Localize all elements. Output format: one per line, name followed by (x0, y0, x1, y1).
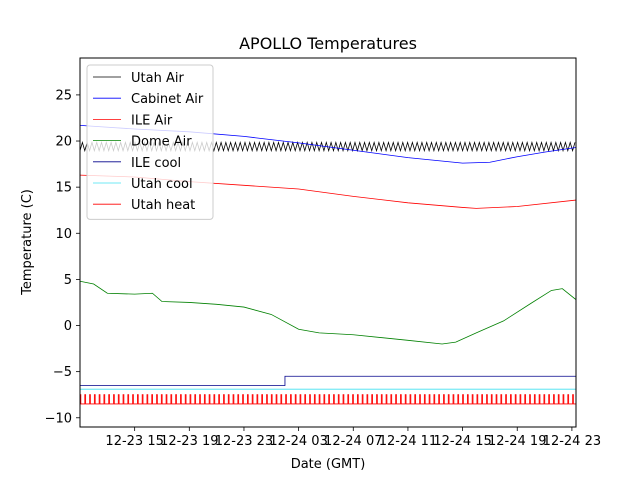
x-axis-label: Date (GMT) (291, 457, 366, 472)
x-tick-label: 12-24 23 (543, 434, 601, 449)
y-tick-label: 15 (55, 181, 72, 196)
axes-frame (79, 57, 577, 428)
legend-label-utah-cool: Utah cool (131, 177, 193, 192)
legend-label-cabinet-air: Cabinet Air (131, 92, 204, 107)
series-dome-air (80, 280, 576, 345)
y-axis-ticks: −10 −5 0 5 10 15 20 25 (45, 88, 80, 426)
x-tick-label: 12-24 11 (379, 434, 437, 449)
x-tick-label: 12-24 07 (324, 434, 382, 449)
x-tick-label: 12-23 15 (105, 434, 163, 449)
x-tick-label: 12-24 03 (269, 434, 327, 449)
legend: Utah Air Cabinet Air ILE Air Dome Air ILE co… (86, 64, 214, 220)
x-tick-label: 12-23 23 (215, 434, 273, 449)
x-tick-label: 12-23 19 (160, 434, 218, 449)
legend-label-utah-heat: Utah heat (131, 198, 195, 213)
x-tick-label: 12-24 19 (488, 434, 546, 449)
legend-label-ile-cool: ILE cool (131, 156, 181, 171)
y-tick-label: 20 (55, 135, 72, 150)
legend-label-dome-air: Dome Air (131, 135, 192, 150)
y-tick-label: 0 (64, 319, 72, 334)
y-axis-label: Temperature (C) (20, 189, 35, 296)
y-tick-label: −5 (53, 365, 72, 380)
legend-box (86, 64, 214, 220)
series-utah-heat (80, 394, 576, 405)
chart-title: APOLLO Temperatures (239, 34, 417, 53)
y-tick-label: 5 (64, 273, 72, 288)
series-ile-cool (80, 375, 576, 386)
x-tick-label: 12-24 15 (433, 434, 491, 449)
y-tick-label: 25 (55, 88, 72, 103)
legend-label-utah-air: Utah Air (131, 71, 184, 86)
legend-label-ile-air: ILE Air (131, 113, 173, 128)
y-tick-label: −10 (45, 411, 72, 426)
y-tick-label: 10 (55, 227, 72, 242)
